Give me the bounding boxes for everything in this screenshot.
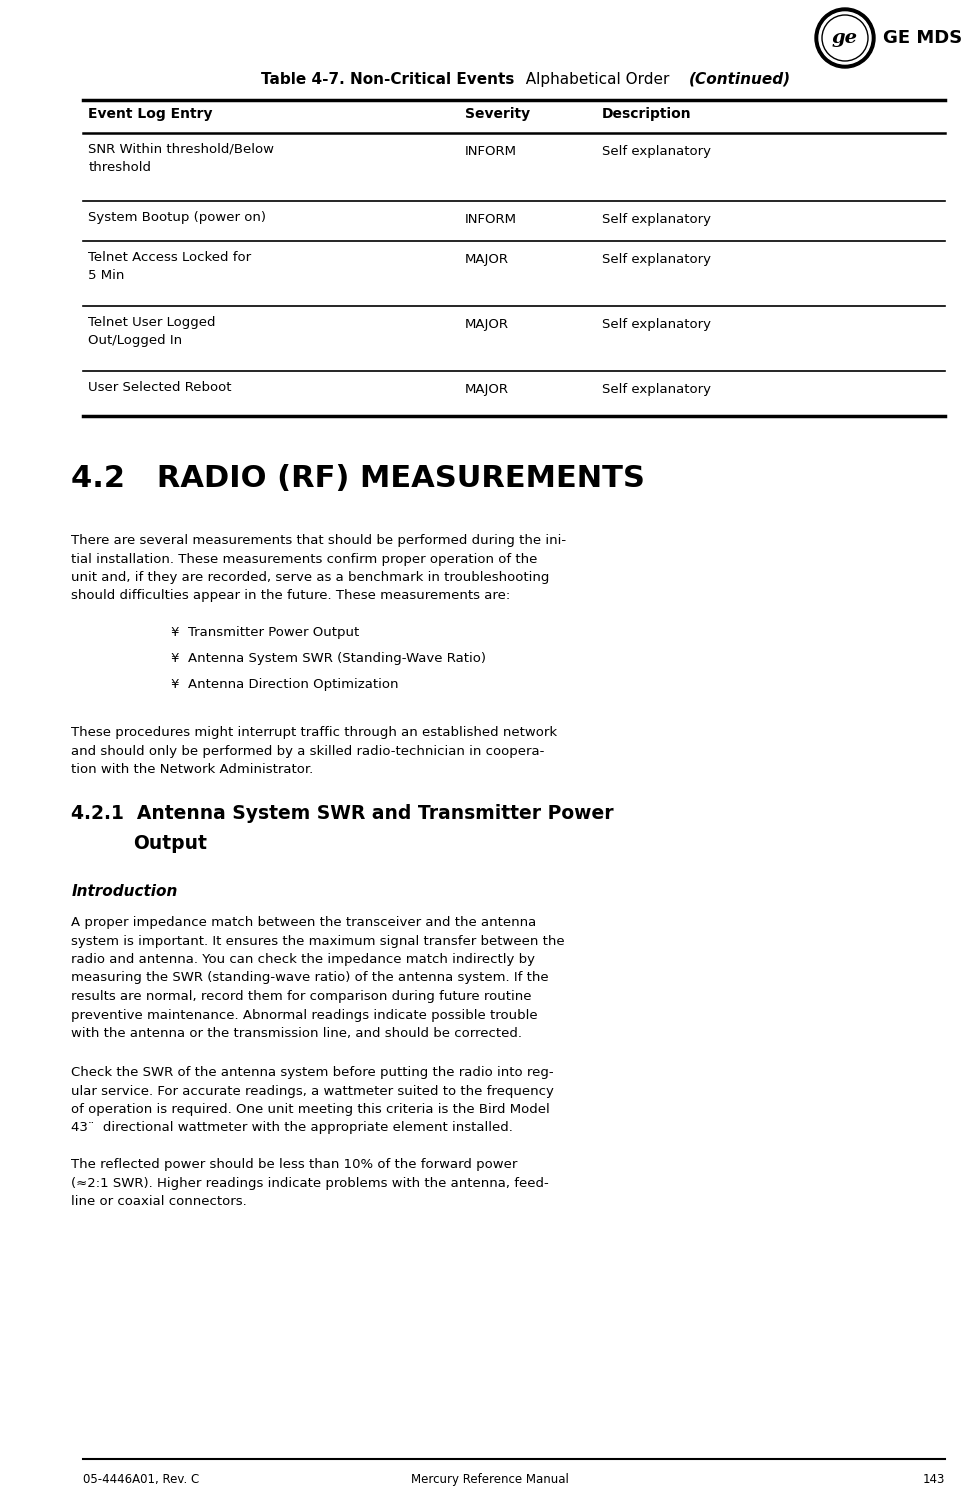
- Text: INFORM: INFORM: [465, 146, 516, 158]
- Text: 4.2.1  Antenna System SWR and Transmitter Power: 4.2.1 Antenna System SWR and Transmitter…: [71, 805, 613, 823]
- Text: Event Log Entry: Event Log Entry: [88, 107, 212, 122]
- Text: 05-4446A01, Rev. C: 05-4446A01, Rev. C: [83, 1472, 200, 1486]
- Text: The reflected power should be less than 10% of the forward power
(≈2:1 SWR). Hig: The reflected power should be less than …: [71, 1157, 549, 1208]
- Text: Output: Output: [133, 835, 207, 853]
- Text: 4.2   RADIO (RF) MEASUREMENTS: 4.2 RADIO (RF) MEASUREMENTS: [71, 464, 645, 492]
- Text: (Continued): (Continued): [689, 72, 790, 87]
- Text: User Selected Reboot: User Selected Reboot: [88, 381, 232, 393]
- Text: Description: Description: [601, 107, 691, 122]
- Text: Self explanatory: Self explanatory: [601, 213, 710, 227]
- Text: These procedures might interrupt traffic through an established network
and shou: These procedures might interrupt traffic…: [71, 726, 557, 776]
- Text: Mercury Reference Manual: Mercury Reference Manual: [410, 1472, 568, 1486]
- Text: Introduction: Introduction: [71, 884, 178, 899]
- Text: ¥  Antenna System SWR (Standing-Wave Ratio): ¥ Antenna System SWR (Standing-Wave Rati…: [171, 651, 486, 665]
- Text: Check the SWR of the antenna system before putting the radio into reg-
ular serv: Check the SWR of the antenna system befo…: [71, 1066, 554, 1135]
- Text: 143: 143: [921, 1472, 944, 1486]
- Text: A proper impedance match between the transceiver and the antenna
system is impor: A proper impedance match between the tra…: [71, 916, 564, 1040]
- Text: Self explanatory: Self explanatory: [601, 318, 710, 332]
- Text: Self explanatory: Self explanatory: [601, 254, 710, 266]
- Text: Self explanatory: Self explanatory: [601, 146, 710, 158]
- Text: Telnet User Logged
Out/Logged In: Telnet User Logged Out/Logged In: [88, 317, 215, 347]
- Text: INFORM: INFORM: [465, 213, 516, 227]
- Text: Table 4-7. Non-Critical Events: Table 4-7. Non-Critical Events: [260, 72, 513, 87]
- Text: ge: ge: [831, 29, 857, 47]
- Circle shape: [819, 12, 870, 65]
- Text: MAJOR: MAJOR: [465, 318, 509, 332]
- Text: There are several measurements that should be performed during the ini-
tial ins: There are several measurements that shou…: [71, 534, 566, 602]
- Circle shape: [814, 8, 874, 68]
- Text: ¥  Transmitter Power Output: ¥ Transmitter Power Output: [171, 626, 359, 639]
- Text: MAJOR: MAJOR: [465, 383, 509, 396]
- Text: System Bootup (power on): System Bootup (power on): [88, 212, 266, 224]
- Text: Alphabetical Order: Alphabetical Order: [515, 72, 684, 87]
- Text: Self explanatory: Self explanatory: [601, 383, 710, 396]
- Text: Telnet Access Locked for
5 Min: Telnet Access Locked for 5 Min: [88, 251, 251, 282]
- Text: MAJOR: MAJOR: [465, 254, 509, 266]
- Text: ¥  Antenna Direction Optimization: ¥ Antenna Direction Optimization: [171, 678, 398, 690]
- Text: SNR Within threshold/Below
threshold: SNR Within threshold/Below threshold: [88, 143, 274, 174]
- Text: GE MDS: GE MDS: [882, 29, 961, 47]
- Text: Severity: Severity: [465, 107, 530, 122]
